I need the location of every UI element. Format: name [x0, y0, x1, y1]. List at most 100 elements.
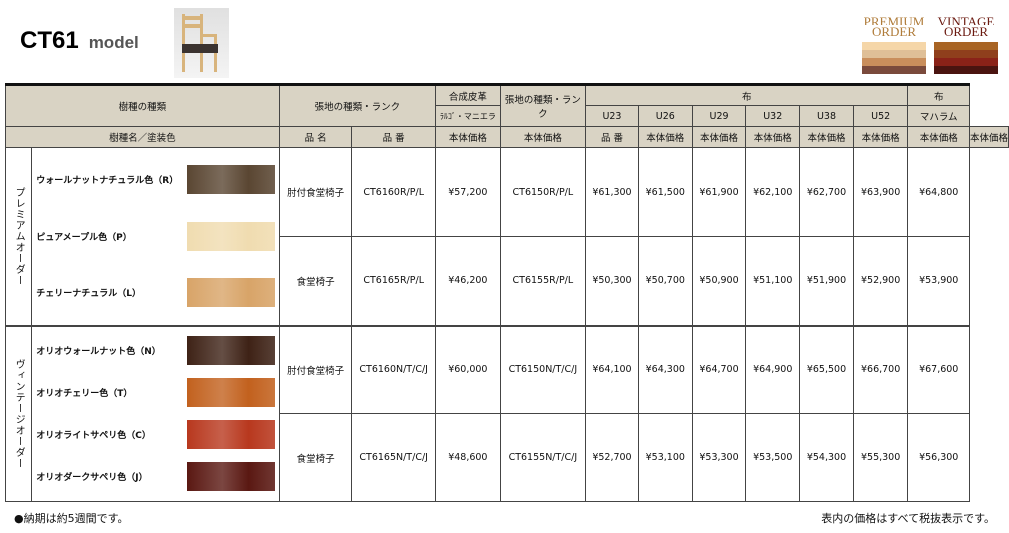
header-cloth: 布	[585, 83, 909, 106]
wood-name: オリオウォールナット色（N）	[36, 347, 161, 358]
cloth-price: ¥62,700	[799, 147, 854, 237]
header-cloth-code: U52	[852, 105, 909, 127]
maharam-price: ¥56,300	[907, 413, 970, 502]
cloth-price: ¥50,900	[691, 236, 747, 326]
page-title: CT61 model	[20, 27, 139, 55]
wood-swatch	[186, 420, 275, 450]
cloth-price: ¥63,900	[852, 147, 909, 237]
item-number: CT6160R/P/L	[351, 147, 436, 237]
wood-option: オリオウォールナット色（N）	[36, 336, 275, 366]
cloth-price: ¥64,700	[691, 324, 747, 414]
header-item-no: 品 番	[351, 126, 436, 148]
cloth-price: ¥52,900	[852, 236, 909, 326]
cloth-price: ¥64,300	[637, 324, 693, 414]
item-name: 肘付食堂椅子	[278, 324, 353, 414]
item-number-2: CT6150N/T/C/J	[499, 324, 587, 414]
cloth-price: ¥50,700	[637, 236, 693, 326]
wood-name: オリオダークサペリ色（J）	[36, 473, 148, 484]
model-code: CT61	[20, 27, 79, 54]
badge-line2: ORDER	[943, 24, 989, 39]
header-price: 本体価格	[637, 126, 693, 148]
order-group-label: プレミアムオーダー	[4, 147, 33, 326]
header-cloth-2: 布	[907, 83, 970, 106]
wood-option: チェリーナチュラル（L）	[36, 278, 275, 308]
wood-name: チェリーナチュラル（L）	[36, 289, 142, 300]
header-price: 本体価格	[852, 126, 909, 148]
cloth-price: ¥51,900	[799, 236, 854, 326]
wood-swatch	[186, 378, 275, 408]
cloth-price: ¥53,500	[745, 413, 801, 502]
item-name: 食堂椅子	[278, 236, 353, 326]
leather-price: ¥46,200	[434, 236, 501, 326]
wood-option: オリオダークサペリ色（J）	[36, 462, 275, 492]
wood-swatch	[186, 462, 275, 492]
header-price: 本体価格	[499, 126, 587, 148]
wood-swatch	[186, 336, 275, 366]
header-item-no: 品 番	[585, 126, 639, 148]
wood-option: オリオチェリー色（T）	[36, 378, 275, 408]
item-number: CT6160N/T/C/J	[351, 324, 436, 414]
header-price: 本体価格	[745, 126, 801, 148]
header-fabric-rank: 張地の種類・ランク	[278, 83, 436, 127]
delivery-note: ●納期は約5週間です。	[14, 512, 129, 525]
cloth-price: ¥54,300	[799, 413, 854, 502]
header-price: 本体価格	[434, 126, 501, 148]
header-cloth-code: U38	[799, 105, 854, 127]
wood-name: ウォールナットナチュラル色（R）	[36, 176, 179, 187]
header-fabric-rank-2: 張地の種類・ランク	[499, 83, 587, 127]
cloth-price: ¥65,500	[799, 324, 854, 414]
leather-price: ¥60,000	[434, 324, 501, 414]
cloth-price: ¥61,900	[691, 147, 747, 237]
wood-swatch	[186, 278, 275, 308]
cloth-price: ¥61,300	[585, 147, 639, 237]
cloth-price: ¥53,100	[637, 413, 693, 502]
wood-option: ウォールナットナチュラル色（R）	[36, 165, 275, 195]
cloth-price: ¥64,100	[585, 324, 639, 414]
header-leather: 合成皮革	[434, 83, 501, 106]
wood-name: オリオライトサペリ色（C）	[36, 431, 151, 442]
order-group-label: ヴィンテージオーダー	[4, 324, 33, 502]
badge-swatch	[862, 42, 926, 74]
maharam-price: ¥64,800	[907, 147, 970, 237]
header-price: 本体価格	[691, 126, 747, 148]
wood-list: オリオウォールナット色（N） オリオチェリー色（T） オリオライトサペリ色（C） オリ…	[31, 324, 280, 502]
header-item-name: 品 名	[278, 126, 353, 148]
table-row: ヴィンテージオーダー オリオウォールナット色（N） オリオチェリー色（T） オリオライ…	[4, 324, 1009, 502]
maharam-price: ¥67,600	[907, 324, 970, 414]
item-name: 食堂椅子	[278, 413, 353, 502]
cloth-price: ¥66,700	[852, 324, 909, 414]
cloth-price: ¥55,300	[852, 413, 909, 502]
table-row: プレミアムオーダー ウォールナットナチュラル色（R） ピュアメープル色（P） チェリー…	[4, 147, 1009, 326]
maharam-price: ¥53,900	[907, 236, 970, 326]
cloth-price: ¥62,100	[745, 147, 801, 237]
header-cloth-code: U26	[637, 105, 693, 127]
wood-list: ウォールナットナチュラル色（R） ピュアメープル色（P） チェリーナチュラル（L）	[31, 147, 280, 326]
chair-image	[174, 8, 229, 78]
header-cloth-code: U23	[585, 105, 639, 127]
cloth-price: ¥50,300	[585, 236, 639, 326]
leather-price: ¥57,200	[434, 147, 501, 237]
order-badge: PREMIUM ORDER	[862, 14, 926, 74]
wood-swatch	[186, 165, 275, 195]
badge-swatch	[934, 42, 998, 74]
header-maharam: マハラム	[907, 105, 970, 127]
badge-line1: VINTAGE	[937, 14, 995, 25]
cloth-price: ¥51,100	[745, 236, 801, 326]
header-price: 本体価格	[799, 126, 854, 148]
header-price: 本体価格	[907, 126, 970, 148]
header-leather-sub: ﾗﾙｺﾞ・マニエラ	[434, 105, 501, 127]
table-row: 食堂椅子 CT6165R/P/L ¥46,200 CT6155R/P/L ¥50,300…	[6, 236, 1009, 326]
item-number: CT6165R/P/L	[351, 236, 436, 326]
header-cloth-code: U29	[691, 105, 747, 127]
leather-price: ¥48,600	[434, 413, 501, 502]
wood-name: ピュアメープル色（P）	[36, 232, 132, 243]
model-suffix: model	[88, 33, 139, 52]
cloth-price: ¥52,700	[585, 413, 639, 502]
wood-option: ピュアメープル色（P）	[36, 221, 275, 251]
header-wood-type: 樹種の種類	[5, 83, 280, 127]
table-row: 食堂椅子 CT6165N/T/C/J ¥48,600 CT6155N/T/C/J ¥52…	[6, 413, 1009, 502]
item-number-2: CT6155R/P/L	[499, 236, 587, 326]
order-badge: VINTAGE ORDER	[934, 14, 998, 74]
item-number-2: CT6155N/T/C/J	[499, 413, 587, 502]
header-wood-name: 樹種名／塗装色	[5, 126, 280, 148]
